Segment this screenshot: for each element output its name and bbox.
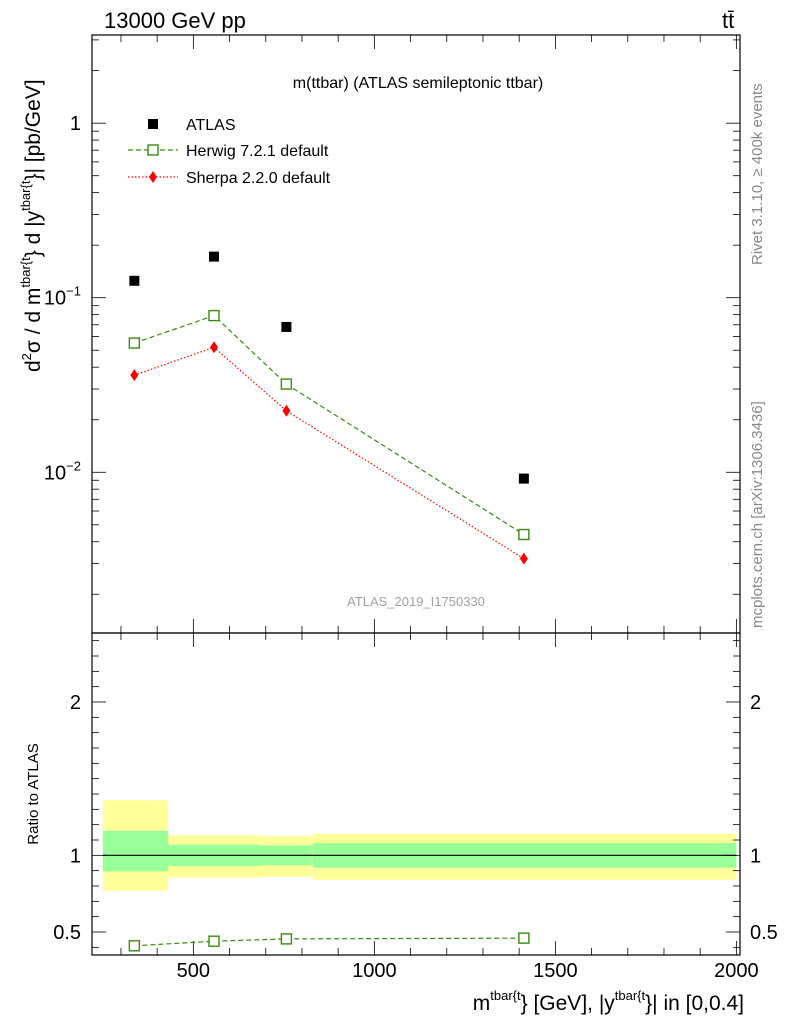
main-y-tick-labels: 1 10−1 10−2 [44, 113, 81, 484]
ratio-y-tick-label: 2 [70, 692, 81, 714]
ratio-panel: 0.5 0.5 1 1 2 2 500 1000 1500 2000 Ratio to ATLAS… [25, 632, 778, 1015]
legend-marker [148, 119, 158, 129]
ratio-y-tick-label: 0.5 [53, 922, 81, 944]
ratio-ticks [92, 633, 740, 955]
ratio-data-marks [128, 932, 530, 952]
series-0 [129, 251, 529, 484]
main-y-tick-label: 1 [70, 113, 81, 135]
series-line [134, 314, 525, 536]
data-point [518, 528, 530, 541]
data-point [518, 473, 529, 484]
analysis-label: ATLAS_2019_I1750330 [347, 594, 485, 609]
data-point [208, 251, 219, 262]
x-tick-label: 2000 [714, 960, 759, 982]
main-y-axis-label: d2σ / d mtbar{t} d |ytbar{t}| [pb/GeV] [18, 79, 45, 372]
ratio-y-tick-label-right: 1 [750, 845, 761, 867]
x-tick-label: 1000 [352, 960, 397, 982]
rivet-label: Rivet 3.1.10, ≥ 400k events [749, 83, 766, 265]
ratio-y-tick-label-right: 0.5 [750, 922, 778, 944]
ratio-series-line [134, 937, 524, 947]
legend: ATLAS Herwig 7.2.1 default Sherpa 2.2.0 de… [128, 117, 331, 187]
ratio-data-point [280, 933, 293, 945]
ratio-y-tick-label-right: 2 [750, 692, 761, 714]
main-y-tick-label: 10−1 [44, 284, 81, 310]
series-line [134, 346, 525, 560]
data-point [209, 341, 218, 354]
data-point [280, 378, 293, 390]
x-axis-label: mtbar{t} [GeV], |ytbar{t}| in [0,0.4] [473, 988, 744, 1015]
legend-label: Sherpa 2.2.0 default [186, 170, 331, 187]
data-point [282, 404, 291, 417]
data-point [281, 321, 292, 332]
ratio-y-axis-label: Ratio to ATLAS [25, 743, 42, 844]
stat-uncertainty-band [102, 830, 169, 872]
main-title: m(ttbar) (ATLAS semileptonic ttbar) [293, 75, 543, 92]
ratio-uncertainty-bands [102, 800, 737, 891]
ratio-y-tick-label: 1 [70, 845, 81, 867]
energy-label: 13000 GeV pp [104, 8, 246, 33]
legend-label: ATLAS [186, 117, 236, 134]
ratio-data-point [208, 935, 220, 947]
legend-marker [147, 144, 159, 156]
main-ticks [92, 35, 740, 633]
data-point [128, 337, 141, 349]
legend-entry: Herwig 7.2.1 default [128, 143, 329, 160]
data-point [208, 309, 220, 322]
ratio-series-0 [128, 932, 530, 952]
data-point [130, 369, 139, 382]
series-2 [130, 341, 528, 565]
x-tick-label: 1500 [533, 960, 578, 982]
ratio-tick-labels: 0.5 0.5 1 1 2 2 500 1000 1500 2000 [53, 692, 778, 982]
data-point [129, 275, 140, 286]
legend-entry: ATLAS [148, 117, 236, 134]
legend-label: Herwig 7.2.1 default [186, 143, 329, 160]
data-point [519, 552, 528, 565]
main-y-tick-label: 10−2 [44, 458, 81, 484]
x-tick-label: 500 [177, 960, 210, 982]
main-data-marks [128, 251, 530, 565]
ratio-frame [91, 632, 741, 956]
ratio-data-point [518, 932, 530, 944]
main-panel: m(ttbar) (ATLAS semileptonic ttbar) ATLA… [18, 34, 741, 634]
legend-entry: Sherpa 2.2.0 default [128, 170, 331, 187]
mcplots-label: mcplots.cern.ch [arXiv:1306.3436] [749, 401, 766, 628]
process-label: tt̄ [722, 8, 734, 33]
ratio-data-point [128, 940, 141, 952]
series-1 [128, 309, 530, 541]
legend-marker [149, 171, 157, 183]
